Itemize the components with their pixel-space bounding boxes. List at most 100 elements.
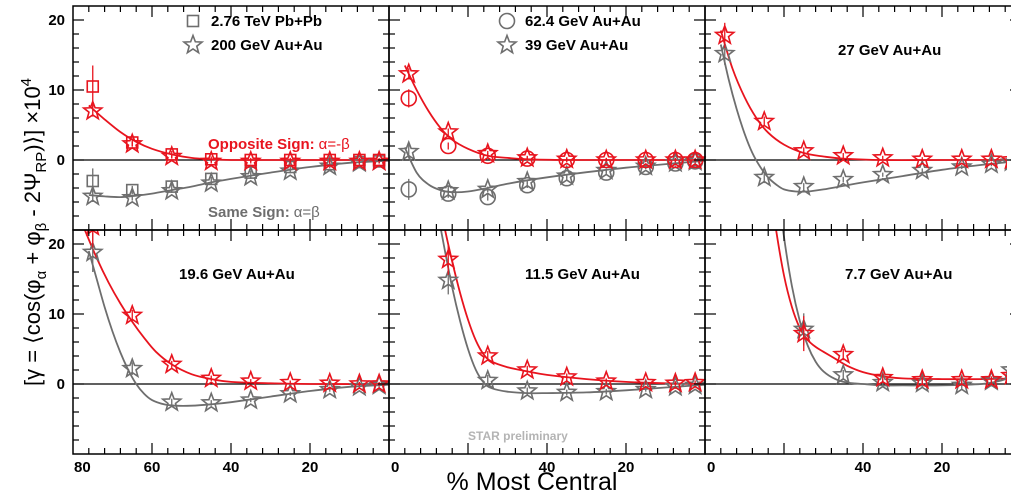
- bottom-middle-x-tick-label: 40: [539, 459, 556, 476]
- top-left-legend-label: 2.76 TeV Pb+Pb: [211, 13, 322, 30]
- bottom-middle-same-star-point: [516, 379, 539, 401]
- top-middle-opposite-circle-point: [439, 137, 457, 155]
- bottom-middle-opposite-fit-curve: [444, 230, 706, 385]
- top-middle-opposite-star-point: [516, 146, 539, 168]
- bottom-right-x-tick-label: 20: [934, 459, 951, 476]
- top-right-energy-label: 27 GeV Au+Au: [838, 42, 941, 59]
- top-left-same-star-point: [239, 165, 262, 187]
- top-left-same-star-point: [279, 159, 302, 181]
- bottom-middle-opposite-star-point: [437, 247, 460, 269]
- bottom-middle-opposite-star-point: [476, 344, 499, 366]
- bottom-left-opposite-star-point: [367, 372, 391, 394]
- top-right-opposite-star-point: [999, 156, 1007, 170]
- top-right-opposite-star-point: [871, 146, 894, 168]
- top-middle-opposite-circle-point: [479, 147, 497, 165]
- bottom-right-opposite-star-point: [871, 365, 894, 388]
- bottom-left-energy-label: 19.6 GeV Au+Au: [179, 266, 295, 283]
- top-middle-opposite-star-point: [555, 147, 578, 169]
- top-middle-opposite-fit-curve: [403, 65, 705, 161]
- top-middle-same-star-point: [595, 158, 618, 181]
- bottom-right-same-star-point: [871, 370, 894, 393]
- y-axis-label: [γ = ⟨cos(φα + φβ - 2ΨRP)⟩] ×104: [18, 78, 50, 386]
- top-middle-same-star-point: [516, 169, 539, 192]
- top-middle-opposite-star-point: [634, 148, 657, 170]
- top-right-same-star-point: [753, 165, 776, 188]
- top-right-same-star-point: [950, 155, 973, 177]
- top-left-same-star-point: [81, 184, 104, 206]
- star-preliminary-watermark: STAR preliminary: [468, 429, 568, 443]
- top-left-y-tick-label: 0: [57, 152, 65, 169]
- bottom-left-opposite-star-point: [318, 371, 341, 393]
- bottom-right-opposite-star-point: [950, 368, 973, 390]
- y-label-plus-phi: + φ: [20, 231, 45, 270]
- top-left-same-star-point: [200, 171, 223, 193]
- y-label-minus-psi: - 2Ψ: [20, 173, 45, 223]
- bottom-right-x-tick-label: 0: [707, 459, 715, 476]
- top-right-same-star-point: [871, 162, 894, 185]
- top-middle-legend-circle-icon: [498, 12, 516, 30]
- opposite-sign-label: Opposite Sign:: [208, 136, 315, 153]
- top-middle-same-star-point: [555, 164, 578, 186]
- top-right-same-star-point: [792, 174, 815, 197]
- opposite-sign-relation: α=-β: [319, 136, 350, 153]
- bottom-middle-opposite-star-point: [683, 370, 707, 393]
- bottom-left-x-tick-label: 60: [144, 459, 161, 476]
- bottom-left-same-star-point: [81, 240, 104, 262]
- bottom-left-same-star-point: [160, 390, 183, 412]
- bottom-left-x-tick-label: 40: [223, 459, 240, 476]
- top-middle-legend-label: 62.4 GeV Au+Au: [525, 13, 641, 30]
- top-left-opposite-star-point: [367, 149, 391, 171]
- top-middle-legend-star-icon: [495, 33, 519, 55]
- top-right-opposite-star-point: [792, 139, 815, 161]
- opposite-sign-annotation: Opposite Sign: α=-β: [208, 136, 350, 153]
- bottom-middle-opposite-star-point: [595, 369, 618, 391]
- top-middle-opposite-star-point: [664, 148, 687, 170]
- bottom-left-y-tick-label: 0: [57, 376, 65, 393]
- same-sign-label: Same Sign:: [208, 204, 290, 221]
- bottom-middle-opposite-star-point: [634, 370, 657, 393]
- axes: [72, 5, 1011, 455]
- bottom-left-same-star-point: [318, 377, 341, 400]
- top-left-same-fit-curve: [88, 159, 390, 199]
- top-middle-same-star-point: [476, 177, 499, 199]
- y-label-rp-sub: RP: [33, 152, 50, 173]
- bottom-right-energy-label: 7.7 GeV Au+Au: [845, 266, 952, 283]
- bottom-middle-same-star-point: [476, 368, 499, 391]
- top-left-opposite-star-point: [81, 99, 104, 121]
- bottom-left-same-star-point: [239, 388, 262, 410]
- top-middle-same-circle-point: [439, 185, 457, 202]
- y-label-alpha-sub: α: [33, 270, 50, 279]
- data-points-top: [81, 22, 1007, 208]
- top-middle-same-circle-point: [518, 176, 536, 194]
- top-middle-opposite-star-point: [397, 62, 420, 84]
- bottom-middle-same-star-point: [595, 379, 618, 402]
- top-middle-same-circle-point: [400, 181, 418, 198]
- top-left-legend-square-icon: [186, 14, 200, 28]
- bottom-right-same-fit-curve: [782, 230, 1007, 387]
- bottom-left-opposite-star-point: [160, 352, 183, 374]
- bottom-left-opposite-fit-curve: [84, 230, 390, 385]
- x-axis-label: % Most Central: [447, 468, 618, 496]
- top-middle-opposite-star-point: [595, 148, 618, 170]
- top-right-same-star-point: [713, 41, 736, 64]
- bottom-middle-x-tick-label: 0: [391, 459, 399, 476]
- data-points-bottom: [81, 230, 1007, 413]
- top-left-opposite-star-point: [200, 149, 223, 171]
- bottom-left-opposite-star-point: [121, 303, 144, 325]
- y-label-close: )⟩] ×10: [20, 86, 45, 151]
- bottom-left-x-tick-label: 20: [302, 459, 319, 476]
- same-sign-annotation: Same Sign: α=β: [208, 204, 320, 221]
- bottom-left-same-star-point: [279, 382, 302, 404]
- top-right-opposite-star-point: [753, 109, 776, 132]
- top-left-opposite-square-point: [86, 80, 100, 93]
- top-middle-opposite-star-point: [476, 141, 499, 164]
- top-right-opposite-star-point: [832, 144, 855, 166]
- bottom-middle-same-star-point: [634, 377, 657, 400]
- top-middle-same-star-point: [437, 179, 460, 201]
- same-sign-relation: α=β: [294, 204, 320, 221]
- bottom-middle-frame: [388, 229, 706, 455]
- bottom-right-same-star-point: [911, 371, 934, 393]
- top-middle-opposite-circle-point: [558, 151, 576, 169]
- top-right-opposite-star-point: [980, 147, 1003, 169]
